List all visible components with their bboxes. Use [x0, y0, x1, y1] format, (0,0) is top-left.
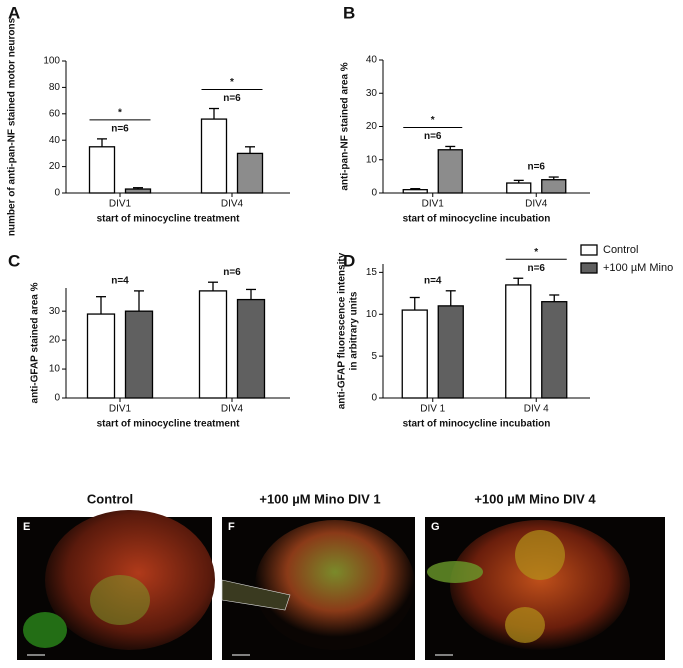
annotation: n=6 — [223, 93, 241, 104]
y-tick-label: 100 — [43, 56, 60, 67]
annotation: * — [118, 108, 122, 119]
annotation: n=6 — [223, 267, 241, 278]
legend-swatch — [580, 244, 598, 256]
y-axis-label: number of anti-pan-NF stained motor neur… — [7, 17, 18, 236]
image-title: Control — [87, 491, 133, 506]
annotation: n=6 — [111, 124, 129, 135]
x-tick-label: DIV1 — [422, 199, 445, 210]
bar — [505, 284, 532, 399]
y-tick-label: 30 — [366, 88, 378, 99]
x-tick-label: DIV 1 — [420, 404, 445, 415]
bar — [437, 149, 463, 194]
x-tick-label: DIV4 — [221, 404, 244, 415]
panel-letter: C — [8, 251, 20, 270]
x-tick-label: DIV 4 — [524, 404, 549, 415]
x-tick-label: DIV1 — [109, 199, 132, 210]
annotation: * — [230, 77, 234, 88]
x-tick-label: DIV1 — [109, 404, 132, 415]
y-tick-label: 10 — [49, 364, 61, 375]
bar — [402, 189, 428, 194]
x-axis-label: start of minocycline treatment — [97, 214, 240, 225]
y-axis-label: anti-GFAP fluorescence intensity — [337, 252, 348, 409]
y-axis-label: in arbitrary units — [349, 291, 360, 370]
bar — [541, 301, 568, 399]
panel-letter: F — [228, 521, 235, 533]
x-tick-label: DIV4 — [221, 199, 244, 210]
bar — [401, 309, 428, 399]
bar — [198, 290, 228, 399]
tissue — [505, 607, 545, 643]
image-title: +100 µM Mino DIV 1 — [259, 491, 380, 506]
panel-letter: D — [343, 251, 355, 270]
bar — [124, 310, 154, 399]
bar — [86, 313, 116, 399]
y-tick-label: 5 — [371, 351, 377, 362]
tissue — [450, 520, 630, 650]
tissue — [221, 579, 291, 611]
y-tick-label: 0 — [54, 393, 60, 404]
y-tick-label: 20 — [366, 121, 378, 132]
y-tick-label: 30 — [49, 306, 61, 317]
bar — [200, 118, 228, 194]
bar — [88, 146, 116, 194]
x-axis-label: start of minocycline incubation — [403, 419, 551, 430]
tissue — [255, 520, 415, 650]
y-tick-label: 10 — [366, 309, 378, 320]
annotation: * — [431, 115, 435, 126]
annotation: n=4 — [111, 276, 129, 287]
y-tick-label: 40 — [49, 135, 61, 146]
y-axis-label: anti-GFAP stained area % — [30, 282, 41, 403]
tissue — [515, 530, 565, 580]
bar — [124, 188, 152, 194]
tissue — [427, 561, 483, 583]
bar — [506, 182, 532, 194]
tissue — [90, 575, 150, 625]
micrographs — [17, 510, 665, 660]
annotation: n=4 — [424, 275, 442, 286]
annotation: n=6 — [424, 131, 442, 142]
legend-swatch — [580, 262, 598, 274]
y-tick-label: 10 — [366, 154, 378, 165]
annotation: * — [534, 247, 538, 258]
y-tick-label: 20 — [49, 161, 61, 172]
bar — [437, 305, 464, 399]
y-tick-label: 20 — [49, 335, 61, 346]
panel-letter: E — [23, 521, 30, 533]
image-title: +100 µM Mino DIV 4 — [474, 491, 596, 506]
legend-label: +100 µM Mino — [603, 262, 673, 274]
annotation: n=6 — [527, 263, 545, 274]
y-tick-label: 15 — [366, 267, 378, 278]
annotation: n=6 — [527, 162, 545, 173]
x-tick-label: DIV4 — [525, 199, 548, 210]
bar — [541, 179, 567, 194]
x-axis-label: start of minocycline incubation — [403, 214, 551, 225]
y-tick-label: 40 — [366, 55, 378, 66]
y-tick-label: 0 — [54, 188, 60, 199]
y-tick-label: 60 — [49, 108, 61, 119]
y-axis-label: anti-pan-NF stained area % — [340, 62, 351, 190]
legend-label: Control — [603, 244, 638, 256]
bar — [236, 152, 264, 194]
y-tick-label: 0 — [371, 188, 377, 199]
panel-letter: A — [8, 3, 20, 22]
tissue — [23, 612, 67, 648]
panel-letter: B — [343, 3, 355, 22]
x-axis-label: start of minocycline treatment — [97, 419, 240, 430]
y-tick-label: 0 — [371, 393, 377, 404]
y-tick-label: 80 — [49, 82, 61, 93]
bar — [236, 298, 266, 399]
panel-letter: G — [431, 521, 440, 533]
